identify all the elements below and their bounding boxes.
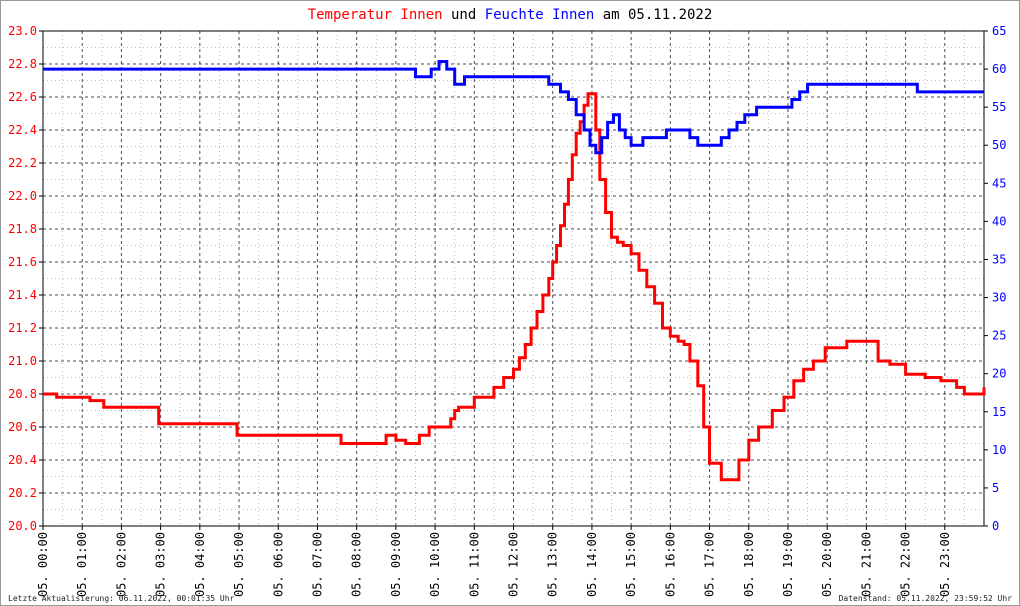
title-date-part: am 05.11.2022	[594, 7, 712, 23]
y-left-tick-label: 21.0	[8, 354, 37, 368]
title-connector-part: und	[443, 7, 485, 23]
y-right-tick-label: 15	[992, 405, 1006, 419]
y-left-tick-label: 21.8	[8, 222, 37, 236]
y-left-tick-label: 22.6	[8, 90, 37, 104]
x-tick-label: 05. 12:00	[507, 532, 521, 597]
y-right-tick-label: 55	[992, 100, 1006, 114]
y-left-tick-label: 20.2	[8, 486, 37, 500]
y-left-tick-label: 22.0	[8, 189, 37, 203]
y-left-tick-label: 22.2	[8, 156, 37, 170]
y-right-tick-label: 20	[992, 367, 1006, 381]
x-tick-label: 05. 00:00	[36, 532, 50, 597]
x-tick-label: 05. 21:00	[859, 532, 873, 597]
y-right-tick-label: 45	[992, 176, 1006, 190]
axes: 20.0 20.2 20.4 20.6 20.8 21.0 21.2 21.4 21.6 21.8…	[8, 24, 1006, 597]
y-left-tick-label: 20.8	[8, 387, 37, 401]
y-right-tick-label: 5	[992, 481, 999, 495]
y-left-tick-label: 23.0	[8, 24, 37, 38]
x-tick-label: 05. 11:00	[467, 532, 481, 597]
y-left-tick-label: 22.8	[8, 57, 37, 71]
x-tick-label: 05. 14:00	[585, 532, 599, 597]
x-tick-label: 05. 04:00	[193, 532, 207, 597]
y-right-tick-label: 50	[992, 138, 1006, 152]
x-tick-label: 05. 02:00	[114, 532, 128, 597]
x-tick-label: 05. 16:00	[663, 532, 677, 597]
x-tick-label: 05. 07:00	[310, 532, 324, 597]
y-left-tick-label: 22.4	[8, 123, 37, 137]
x-tick-label: 05. 01:00	[75, 532, 89, 597]
x-tick-label: 05. 23:00	[938, 532, 952, 597]
y-right-tick-label: 40	[992, 214, 1006, 228]
y-left-tick-label: 20.4	[8, 453, 37, 467]
x-tick-label: 05. 05:00	[232, 532, 246, 597]
y-left-tick-label: 20.0	[8, 519, 37, 533]
y-right-tick-label: 0	[992, 519, 999, 533]
x-tick-label: 05. 15:00	[624, 532, 638, 597]
y-left-tick-label: 21.4	[8, 288, 37, 302]
y-right-tick-label: 25	[992, 329, 1006, 343]
x-tick-label: 05. 03:00	[154, 532, 168, 597]
footer-data-status: Datenstand: 05.11.2022, 23:59:52 Uhr	[839, 594, 1013, 603]
x-tick-label: 05. 22:00	[899, 532, 913, 597]
y-right-tick-label: 10	[992, 443, 1006, 457]
footer-last-update: Letzte Aktualisierung: 06.11.2022, 00:01…	[8, 594, 235, 603]
x-tick-label: 05. 09:00	[389, 532, 403, 597]
y-left-tick-label: 20.6	[8, 420, 37, 434]
chart-title: Temperatur Innen und Feuchte Innen am 05…	[308, 7, 713, 23]
y-right-tick-label: 60	[992, 62, 1006, 76]
y-right-tick-label: 35	[992, 252, 1006, 266]
x-tick-label: 05. 19:00	[781, 532, 795, 597]
y-right-tick-label: 30	[992, 291, 1006, 305]
x-tick-label: 05. 17:00	[703, 532, 717, 597]
x-tick-label: 05. 06:00	[271, 532, 285, 597]
x-tick-label: 05. 20:00	[820, 532, 834, 597]
x-tick-label: 05. 13:00	[546, 532, 560, 597]
grid-lines	[43, 31, 984, 526]
series-line-temperature	[43, 92, 986, 482]
x-tick-label: 05. 08:00	[350, 532, 364, 597]
x-tick-label: 05. 10:00	[428, 532, 442, 597]
y-left-tick-label: 21.2	[8, 321, 37, 335]
series-lines	[43, 60, 986, 482]
title-humidity-part: Feuchte Innen	[485, 7, 595, 23]
y-right-tick-label: 65	[992, 24, 1006, 38]
title-temperature-part: Temperatur Innen	[308, 7, 443, 23]
series-line-humidity	[43, 60, 984, 155]
y-left-tick-label: 21.6	[8, 255, 37, 269]
x-tick-label: 05. 18:00	[742, 532, 756, 597]
